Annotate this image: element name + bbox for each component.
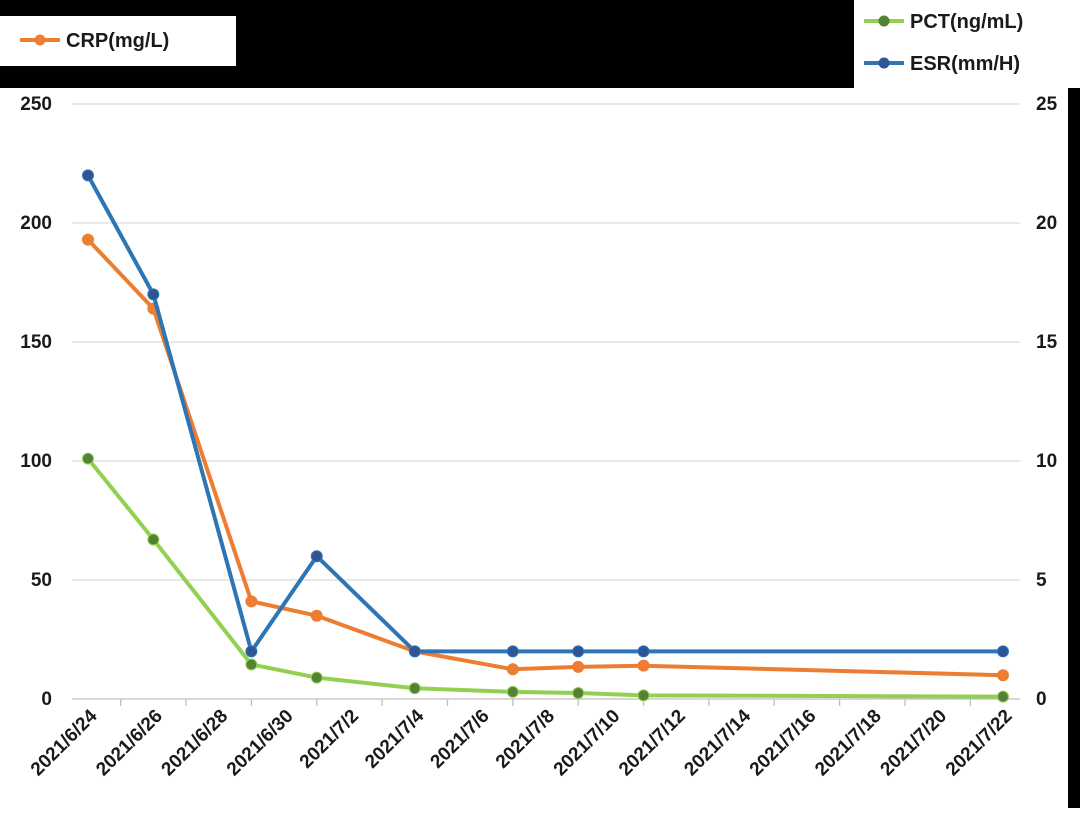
x-tick-label: 2021/7/6 bbox=[427, 706, 494, 773]
data-point bbox=[997, 645, 1009, 658]
data-point bbox=[310, 550, 323, 563]
x-tick-label: 2021/7/8 bbox=[492, 706, 559, 773]
series-1 bbox=[82, 452, 1009, 703]
data-point bbox=[506, 663, 519, 676]
series-2 bbox=[82, 169, 1009, 658]
data-point bbox=[572, 687, 585, 700]
data-point bbox=[637, 645, 650, 658]
y-left-tick-label: 0 bbox=[41, 689, 52, 710]
data-point bbox=[82, 169, 94, 182]
data-point bbox=[147, 288, 160, 301]
data-point bbox=[147, 533, 160, 546]
y-right-tick-label: 5 bbox=[1036, 570, 1047, 591]
y-right-tick-label: 20 bbox=[1036, 213, 1057, 234]
y-left-tick-label: 50 bbox=[31, 570, 52, 591]
x-tick-label: 2021/7/2 bbox=[296, 706, 363, 773]
data-point bbox=[408, 682, 421, 695]
x-tick-label: 2021/6/28 bbox=[158, 706, 233, 781]
data-point bbox=[637, 659, 650, 672]
data-point bbox=[310, 671, 323, 684]
legend-swatch-marker bbox=[34, 34, 46, 46]
data-point bbox=[245, 645, 258, 658]
y-left-tick-label: 150 bbox=[20, 332, 52, 353]
legend-label: CRP(mg/L) bbox=[66, 30, 169, 52]
data-point bbox=[506, 685, 519, 698]
legend-entry: ESR(mm/H) bbox=[864, 53, 1020, 75]
axes: 05010015020025005101520252021/6/242021/6… bbox=[20, 94, 1057, 780]
y-right-tick-label: 25 bbox=[1036, 94, 1058, 115]
data-point bbox=[506, 645, 519, 658]
y-right-tick-label: 15 bbox=[1036, 332, 1058, 353]
data-point bbox=[637, 689, 650, 702]
legend-box-right bbox=[854, 0, 1080, 88]
legend-swatch-marker bbox=[878, 57, 890, 69]
data-point bbox=[310, 609, 323, 622]
data-point bbox=[245, 658, 258, 671]
data-point bbox=[82, 452, 94, 465]
legend-label: ESR(mm/H) bbox=[910, 53, 1020, 75]
legend-label: PCT(ng/mL) bbox=[910, 11, 1023, 33]
grid bbox=[72, 103, 1020, 700]
y-left-tick-label: 250 bbox=[20, 94, 52, 115]
data-point bbox=[572, 660, 585, 673]
x-tick-label: 2021/6/26 bbox=[92, 706, 167, 781]
series-line bbox=[86, 237, 1005, 678]
y-right-tick-label: 0 bbox=[1036, 689, 1047, 710]
legend-entry: PCT(ng/mL) bbox=[864, 11, 1023, 33]
legend-entry: CRP(mg/L) bbox=[20, 30, 169, 52]
x-tick-label: 2021/7/16 bbox=[746, 706, 821, 781]
x-tick-label: 2021/6/24 bbox=[27, 705, 102, 780]
right-margin-band bbox=[1068, 88, 1080, 808]
legend: CRP(mg/L) PCT(ng/mL) ESR(mm/H) bbox=[20, 11, 1023, 75]
series-line bbox=[86, 456, 1005, 699]
data-point bbox=[997, 690, 1009, 703]
x-tick-label: 2021/6/30 bbox=[223, 706, 298, 781]
y-right-tick-label: 10 bbox=[1036, 451, 1057, 472]
x-tick-label: 2021/7/22 bbox=[942, 706, 1017, 781]
x-tick-label: 2021/7/10 bbox=[550, 706, 625, 781]
data-point bbox=[245, 595, 258, 608]
data-point bbox=[572, 645, 585, 658]
data-point bbox=[997, 669, 1009, 682]
data-point bbox=[408, 645, 421, 658]
series-0 bbox=[82, 233, 1009, 682]
x-tick-label: 2021/7/20 bbox=[877, 706, 952, 781]
y-left-tick-label: 200 bbox=[20, 213, 52, 234]
x-tick-label: 2021/7/12 bbox=[615, 706, 690, 781]
x-tick-label: 2021/7/14 bbox=[680, 705, 755, 780]
y-left-tick-label: 100 bbox=[20, 451, 52, 472]
x-tick-label: 2021/7/18 bbox=[811, 706, 886, 781]
series bbox=[82, 169, 1009, 703]
data-point bbox=[82, 233, 94, 246]
x-tick-label: 2021/7/4 bbox=[361, 705, 428, 772]
legend-swatch-marker bbox=[878, 15, 890, 27]
